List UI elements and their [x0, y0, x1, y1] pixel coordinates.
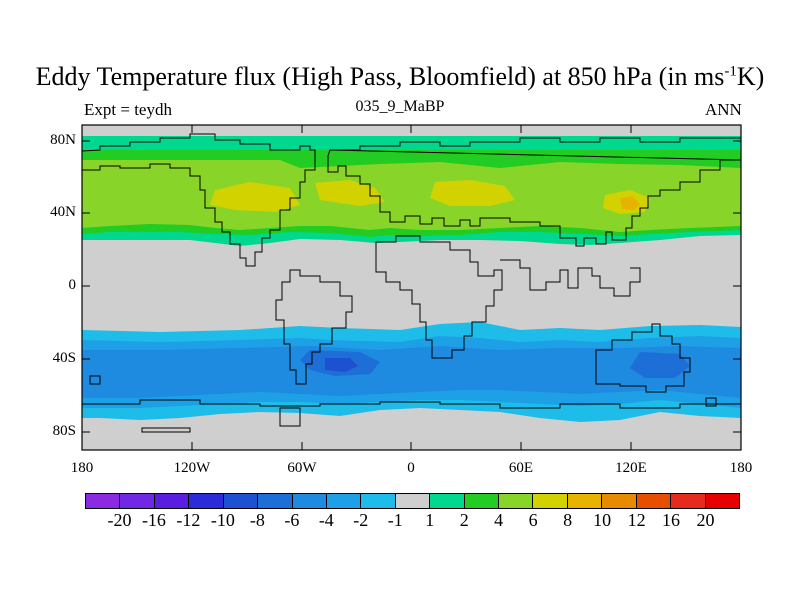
colorbar-box [430, 494, 465, 508]
ytick-label-40s: 40S [52, 350, 76, 366]
south-america-outline [275, 269, 353, 385]
colorbar-box [154, 494, 190, 508]
colorbar-label: -8 [249, 510, 265, 530]
colorbar-label: 20 [696, 510, 715, 530]
africa-east-island-outline [89, 375, 101, 385]
ytick-label-80n: 80N [50, 132, 76, 148]
chart-subtitle: 035_9_MaBP [355, 98, 445, 115]
ytick-label-40n: 40N [50, 204, 76, 220]
new-zealand-outline [705, 397, 717, 407]
xtick-label-60w: 60W [287, 460, 317, 476]
sh-band-neg6to-8 [300, 350, 690, 378]
eurasia-outline [327, 137, 741, 247]
colorbar-box [395, 494, 431, 508]
colorbar-label: 12 [627, 510, 646, 530]
colorbar-label: -16 [141, 510, 166, 530]
colorbar-box [223, 494, 259, 508]
nh-band-8to10 [210, 180, 650, 214]
colorbar-label: -6 [284, 510, 300, 530]
colorbar-label: -20 [107, 510, 132, 530]
colorbar-box [602, 494, 637, 508]
colorbar-label: 4 [494, 510, 504, 530]
xtick-label-60e: 60E [508, 460, 534, 476]
colorbar-box [189, 494, 224, 508]
north-america-outline [82, 133, 316, 267]
colorbar-box [567, 494, 603, 508]
nh-band-6to8 [82, 160, 741, 232]
colorbar-box [86, 494, 121, 508]
antarctica-outline [82, 399, 741, 433]
colorbar-label: -10 [210, 510, 235, 530]
colorbar-label: -2 [353, 510, 369, 530]
nh-band-10to12 [620, 196, 640, 210]
colorbar-box [258, 494, 293, 508]
colorbar-label: 1 [425, 510, 435, 530]
colorbar-label: -4 [318, 510, 334, 530]
chart-title: Eddy Temperature flux (High Pass, Bloomf… [35, 62, 765, 91]
colorbar-box [361, 494, 396, 508]
colorbar-label: 2 [459, 510, 469, 530]
colorbar-box [292, 494, 327, 508]
colorbar-label: 8 [563, 510, 573, 530]
axis-ticks [82, 125, 741, 450]
australia-outline [595, 323, 691, 393]
colorbar-box [705, 494, 740, 508]
colorbar-box [499, 494, 534, 508]
ytick-label-80s: 80S [52, 423, 76, 439]
colorbar-label: 6 [528, 510, 538, 530]
xtick-label-180w: 180 [70, 460, 94, 476]
season-label: ANN [705, 100, 742, 119]
xtick-label-120e: 120E [615, 460, 647, 476]
experiment-label: Expt = teydh [84, 100, 172, 119]
sh-band-neg4to-6 [82, 346, 741, 398]
colorbar-label: -1 [387, 510, 403, 530]
colorbar-box [464, 494, 500, 508]
colorbar-box [671, 494, 706, 508]
sh-band-neg8to-10 [325, 358, 358, 372]
xtick-label-120w: 120W [173, 460, 211, 476]
colorbar-box [636, 494, 672, 508]
africa-outline [375, 235, 503, 359]
colorbar-label: 10 [593, 510, 612, 530]
colorbar-label: -12 [176, 510, 201, 530]
continent-outlines [82, 133, 741, 433]
colorbar-box [533, 494, 568, 508]
ytick-label-0: 0 [68, 277, 77, 293]
xtick-label-0: 0 [407, 460, 415, 476]
colorbar-box [326, 494, 362, 508]
colorbar-label: 16 [662, 510, 681, 530]
colorbar-box [120, 494, 155, 508]
colorbar [85, 493, 740, 509]
arabia-india-outline [500, 259, 641, 297]
xtick-label-180e: 180 [729, 460, 753, 476]
